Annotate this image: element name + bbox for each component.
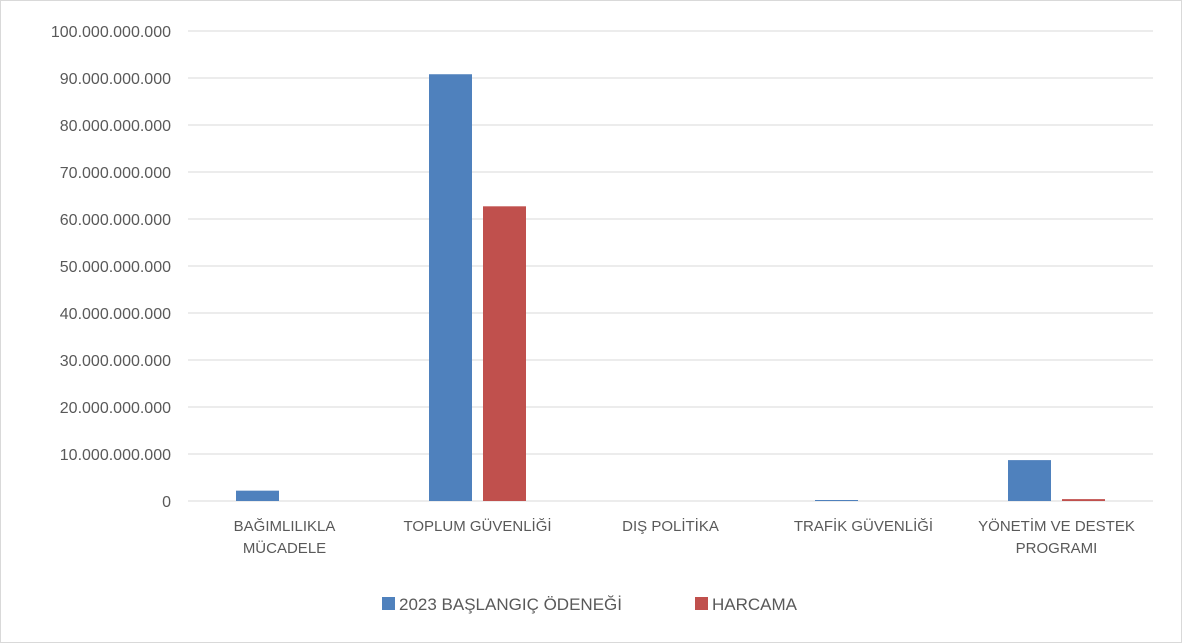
legend-swatch	[382, 597, 395, 610]
bar-odenek	[236, 490, 279, 501]
x-category-label-line: MÜCADELE	[243, 539, 326, 557]
x-category-label: DIŞ POLİTİKA	[622, 517, 719, 535]
x-category-label-line: YÖNETİM VE DESTEK	[978, 517, 1135, 535]
legend-label: 2023 BAŞLANGIÇ ÖDENEĞİ	[399, 595, 622, 614]
y-tick-label: 80.000.000.000	[60, 118, 171, 135]
y-tick-label: 50.000.000.000	[60, 259, 171, 276]
y-tick-label: 100.000.000.000	[51, 24, 171, 41]
y-tick-label: 60.000.000.000	[60, 212, 171, 229]
bar-odenek	[1008, 460, 1051, 501]
x-axis-category-labels: BAĞIMLILIKLA MÜCADELE TOPLUM GÜVENLİĞİ DIŞ …	[234, 517, 1135, 557]
y-tick-label: 0	[162, 494, 171, 511]
gridlines	[188, 30, 1153, 502]
x-category-label: YÖNETİM VE DESTEK PROGRAMI	[978, 517, 1135, 557]
x-category-label: TRAFİK GÜVENLİĞİ	[794, 517, 933, 535]
y-tick-label: 30.000.000.000	[60, 353, 171, 370]
bars	[236, 74, 1105, 502]
x-category-label: TOPLUM GÜVENLİĞİ	[403, 517, 551, 535]
x-category-label: BAĞIMLILIKLA MÜCADELE	[234, 518, 336, 557]
y-tick-label: 10.000.000.000	[60, 447, 171, 464]
x-category-label-line: BAĞIMLILIKLA	[234, 518, 336, 535]
x-category-label-line: DIŞ POLİTİKA	[622, 517, 719, 535]
x-category-label-line: TRAFİK GÜVENLİĞİ	[794, 517, 933, 535]
legend-label: HARCAMA	[712, 595, 798, 614]
y-tick-label: 40.000.000.000	[60, 306, 171, 323]
x-category-label-line: TOPLUM GÜVENLİĞİ	[403, 517, 551, 535]
bar-harcama	[483, 206, 526, 501]
y-tick-label: 20.000.000.000	[60, 400, 171, 417]
legend-swatch	[695, 597, 708, 610]
legend: 2023 BAŞLANGIÇ ÖDENEĞİ HARCAMA	[382, 595, 798, 614]
bar-harcama	[1062, 499, 1105, 501]
y-tick-label: 90.000.000.000	[60, 71, 171, 88]
bar-odenek	[815, 500, 858, 501]
y-tick-label: 70.000.000.000	[60, 165, 171, 182]
x-category-label-line: PROGRAMI	[1016, 540, 1098, 557]
bar-odenek	[429, 74, 472, 502]
y-axis-tick-labels: 0 10.000.000.000 20.000.000.000 30.000.000.…	[51, 24, 171, 511]
